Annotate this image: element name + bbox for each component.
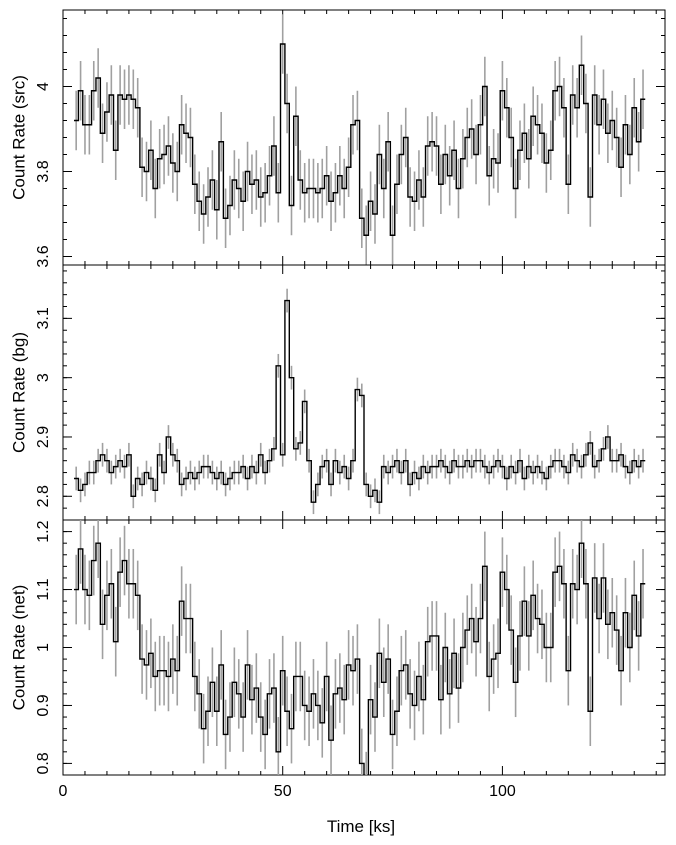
time-axis: 0 50 100 [59,783,516,800]
src-y-tick-label: 3.6 [35,245,52,267]
net-panel-frame [62,519,666,776]
bg-y-tick-label: 3 [35,373,52,382]
src-data-layer [73,14,646,265]
src-y-axis-label: Count Rate (src) [9,75,28,200]
net-y-tick-label: 1.2 [35,520,52,542]
net-rate-step-line [73,542,646,775]
bg-rate-step-line [73,299,646,503]
src-count-rate-panel: 3.6 3.8 4 Count Rate (src) [9,9,666,268]
src-rate-step-line [73,43,646,236]
net-y-tick-label: 0.8 [35,752,52,774]
bg-count-rate-panel: 2.8 2.9 3 3.1 Count Rate (bg) [9,264,666,521]
net-y-axis-label: Count Rate (net) [9,585,28,711]
net-data-layer [73,520,646,775]
x-axis-label: Time [ks] [327,817,395,836]
src-y-tick-label: 4 [35,82,52,91]
net-y-tick-label: 0.9 [35,694,52,716]
bg-y-tick-label: 3.1 [35,307,52,329]
bg-data-layer [73,288,646,515]
bg-y-tick-label: 2.8 [35,485,52,507]
net-y-tick-label: 1.1 [35,578,52,600]
src-y-tick-label: 3.8 [35,160,52,182]
bg-y-tick-label: 2.9 [35,426,52,448]
x-tick-label: 100 [489,783,516,800]
net-y-tick-label: 1 [35,643,52,652]
x-tick-label: 0 [59,783,68,800]
bg-y-axis-label: Count Rate (bg) [9,332,28,453]
x-tick-label: 50 [274,783,292,800]
net-count-rate-panel: 0.8 0.9 1 1.1 1.2 Count Rate (net) [9,519,666,776]
